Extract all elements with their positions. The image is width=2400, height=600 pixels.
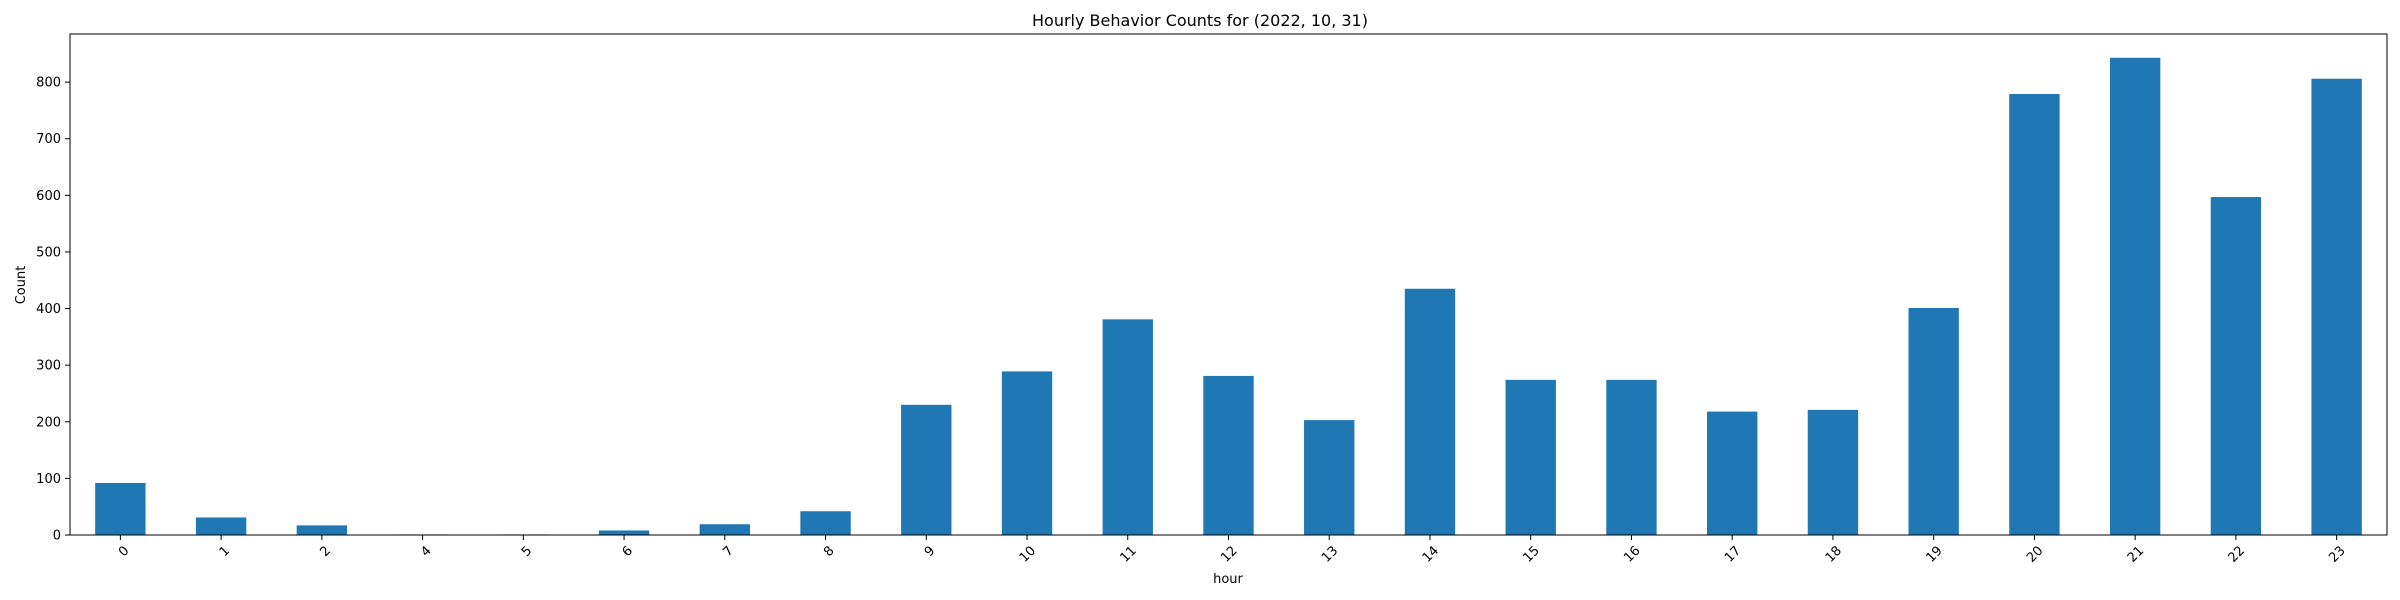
y-tick-label: 500: [36, 245, 61, 260]
x-tick-label: 0: [116, 543, 132, 559]
bar-hour-22: [2210, 197, 2262, 535]
x-tick-label: 9: [922, 543, 938, 559]
y-tick-label: 100: [36, 472, 61, 487]
plot-frame: [69, 33, 2388, 536]
x-tick-label: 12: [1218, 543, 1240, 565]
x-tick-label: 10: [1017, 543, 1039, 565]
x-tick-label: 21: [2125, 543, 2147, 565]
bar-hour-20: [2009, 94, 2060, 536]
bar-hour-11: [1102, 319, 1153, 535]
bar-hour-9: [901, 404, 952, 535]
x-tick-label: 19: [1923, 543, 1945, 565]
x-tick-label: 20: [2024, 543, 2046, 565]
bar-hour-8: [800, 511, 851, 535]
bar-hour-23: [2311, 78, 2362, 535]
bar-hour-10: [1001, 371, 1053, 535]
y-tick-label: 0: [53, 529, 61, 544]
bar-hour-7: [699, 524, 750, 535]
y-tick-label: 200: [36, 415, 61, 430]
x-tick-label: 7: [720, 543, 736, 559]
x-tick-label: 11: [1118, 543, 1140, 565]
x-tick-label: 13: [1319, 543, 1341, 565]
bar-hour-0: [95, 482, 146, 535]
bar-hour-18: [1807, 409, 1859, 535]
x-tick-label: 23: [2326, 543, 2348, 565]
bar-hour-19: [1908, 307, 1959, 535]
x-tick-label: 14: [1420, 543, 1442, 565]
x-tick-label: 16: [1621, 543, 1643, 565]
bar-hour-13: [1304, 420, 1355, 535]
x-tick-label: 17: [1722, 543, 1744, 565]
bar-hour-16: [1606, 379, 1657, 535]
bar-hour-15: [1505, 379, 1556, 535]
bar-hour-2: [296, 525, 348, 535]
y-tick-label: 300: [36, 359, 61, 374]
x-axis: 0 1 2 4 5 6 7 8 9 10 11 12 13 14 15 16 17 18 19 20 21 22 23: [116, 535, 2349, 566]
y-tick-label: 600: [36, 189, 61, 204]
x-tick-label: 2: [317, 543, 333, 559]
x-tick-label: 1: [217, 543, 233, 559]
x-axis-label: hour: [1213, 572, 1243, 587]
chart-title: Hourly Behavior Counts for (2022, 10, 31…: [1032, 11, 1368, 30]
x-tick-label: 5: [519, 543, 535, 559]
y-tick-label: 800: [36, 76, 61, 91]
bar-hour-6: [598, 530, 650, 535]
y-axis-label: Count: [14, 266, 29, 305]
bar-hour-21: [2109, 57, 2161, 535]
y-tick-label: 400: [36, 302, 61, 317]
bars-group: [95, 57, 2362, 536]
x-tick-label: 18: [1823, 543, 1845, 565]
x-tick-label: 8: [821, 543, 837, 559]
x-tick-label: 4: [418, 543, 434, 559]
bar-hour-17: [1707, 411, 1758, 535]
x-tick-label: 15: [1520, 543, 1542, 565]
bar-hour-12: [1203, 375, 1254, 535]
bar-hour-14: [1404, 288, 1456, 535]
y-axis: 0 100 200 300 400 500 600 700 800: [36, 76, 70, 544]
y-tick-label: 700: [36, 132, 61, 147]
bar-hour-1: [195, 517, 247, 535]
x-tick-label: 6: [620, 543, 636, 559]
x-tick-label: 22: [2226, 543, 2248, 565]
